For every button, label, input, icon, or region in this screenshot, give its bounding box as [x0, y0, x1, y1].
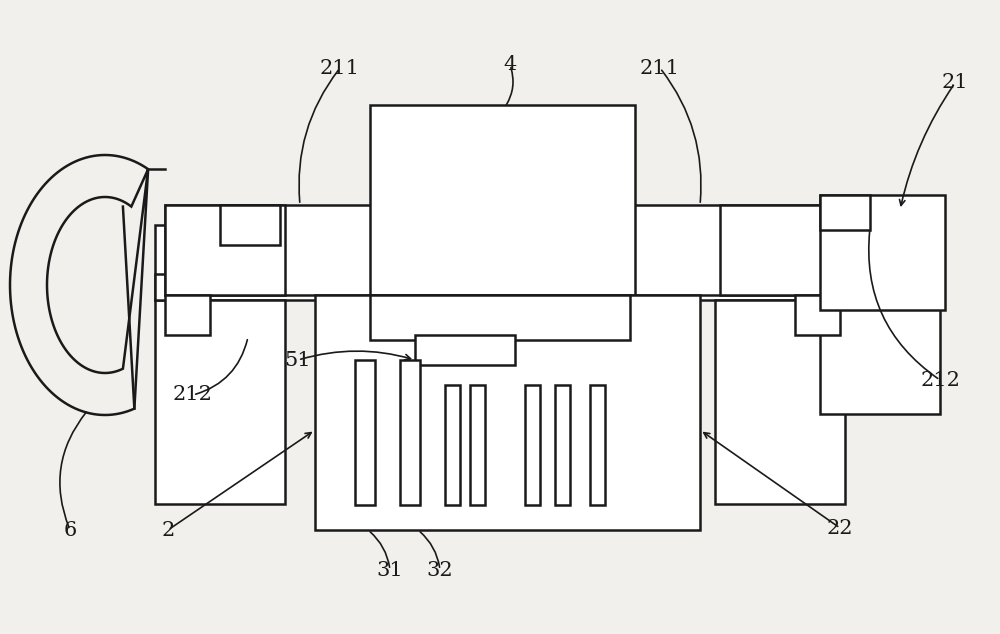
Bar	[220, 205, 280, 245]
Bar	[445, 385, 460, 505]
Bar	[155, 274, 205, 300]
Text: 211: 211	[320, 58, 360, 77]
Text: 2: 2	[161, 521, 175, 540]
Text: 211: 211	[640, 58, 680, 77]
Bar	[470, 385, 485, 505]
Bar	[400, 360, 420, 505]
Bar	[415, 335, 515, 365]
Bar	[165, 205, 285, 295]
Bar	[155, 225, 845, 300]
Text: 21: 21	[942, 74, 968, 93]
Bar	[525, 385, 540, 505]
Bar	[355, 360, 375, 505]
Text: 4: 4	[503, 56, 517, 75]
Text: 31: 31	[377, 560, 403, 579]
Bar	[820, 195, 870, 230]
Text: 51: 51	[285, 351, 311, 370]
Text: 212: 212	[920, 370, 960, 389]
Bar	[367, 300, 637, 504]
Bar	[370, 295, 630, 340]
Bar	[795, 295, 840, 335]
Text: 212: 212	[173, 385, 213, 404]
Bar	[720, 205, 840, 295]
Bar	[370, 105, 635, 295]
Bar	[165, 205, 840, 295]
Text: 32: 32	[427, 560, 453, 579]
Bar	[820, 195, 945, 310]
Bar	[715, 300, 845, 504]
Bar	[590, 385, 605, 505]
Bar	[155, 300, 285, 504]
Bar	[315, 295, 700, 530]
Bar	[820, 274, 870, 300]
Bar	[165, 295, 210, 335]
Bar	[820, 300, 940, 414]
Bar	[555, 385, 570, 505]
Text: 6: 6	[63, 521, 77, 540]
Text: 22: 22	[827, 519, 853, 538]
